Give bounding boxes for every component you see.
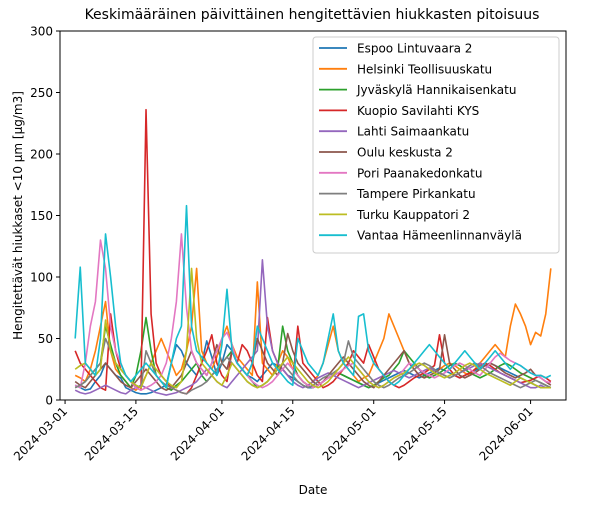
series-line-10 bbox=[74, 204, 552, 389]
legend-box bbox=[312, 36, 560, 254]
chart-title: Keskimääräinen päivittäinen hengitettävi… bbox=[85, 7, 540, 23]
x-axis-label: Date bbox=[299, 483, 328, 497]
legend-label: Lahti Saimaankatu bbox=[357, 125, 469, 139]
legend-label: Kuopio Savilahti KYS bbox=[357, 104, 479, 118]
legend: Espoo Lintuvaara 2 Helsinki Teollisuuskat… bbox=[312, 36, 560, 254]
y-tick-label: 250 bbox=[30, 86, 53, 100]
y-tick-label: 150 bbox=[30, 209, 53, 223]
x-axis: 2024-03-01 2024-03-15 2024-04-01 2024-04-15… bbox=[11, 400, 536, 463]
y-axis: 0 50 100 150 200 250 300 bbox=[30, 25, 60, 408]
legend-label: Pori Paanakedonkatu bbox=[357, 166, 482, 180]
x-tick-label: 2024-05-15 bbox=[390, 404, 449, 463]
series-line-6 bbox=[74, 332, 552, 391]
legend-label: Helsinki Teollisuuskatu bbox=[357, 62, 492, 76]
x-tick-label: 2024-04-15 bbox=[239, 404, 298, 463]
legend-label: Oulu keskusta 2 bbox=[357, 146, 453, 160]
legend-label: Turku Kauppatori 2 bbox=[356, 208, 470, 222]
series-line-4 bbox=[74, 108, 552, 395]
y-axis-label: Hengitettävät hiukkaset <10 µm [µg/m3] bbox=[11, 91, 25, 340]
y-tick-label: 100 bbox=[30, 271, 53, 285]
plot-lines bbox=[74, 108, 552, 396]
x-tick-label: 2024-05-01 bbox=[320, 404, 379, 463]
series-line-7 bbox=[74, 233, 552, 391]
y-tick-label: 0 bbox=[45, 394, 53, 408]
x-tick-label: 2024-03-15 bbox=[82, 404, 141, 463]
legend-label: Jyväskylä Hannikaisenkatu bbox=[356, 83, 516, 97]
series-line-9 bbox=[74, 267, 551, 389]
legend-label: Espoo Lintuvaara 2 bbox=[357, 42, 472, 56]
y-tick-label: 300 bbox=[30, 25, 53, 39]
x-tick-label: 2024-03-01 bbox=[11, 404, 70, 463]
y-tick-label: 50 bbox=[38, 332, 53, 346]
legend-label: Tampere Pirkankatu bbox=[356, 187, 476, 201]
y-tick-label: 200 bbox=[30, 148, 53, 162]
x-tick-label: 2024-04-01 bbox=[168, 404, 227, 463]
x-tick-label: 2024-06-01 bbox=[476, 404, 535, 463]
legend-label: Vantaa Hämeenlinnanväylä bbox=[357, 229, 522, 243]
series-line-2 bbox=[74, 267, 552, 391]
